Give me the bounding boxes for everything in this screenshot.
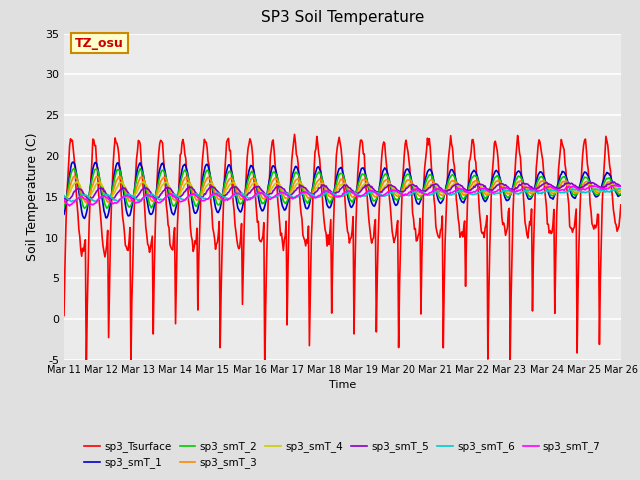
Y-axis label: Soil Temperature (C): Soil Temperature (C) [26,132,40,261]
Title: SP3 Soil Temperature: SP3 Soil Temperature [260,11,424,25]
X-axis label: Time: Time [329,381,356,390]
Legend: sp3_Tsurface, sp3_smT_1, sp3_smT_2, sp3_smT_3, sp3_smT_4, sp3_smT_5, sp3_smT_6, : sp3_Tsurface, sp3_smT_1, sp3_smT_2, sp3_… [80,437,605,472]
Text: TZ_osu: TZ_osu [75,36,124,49]
